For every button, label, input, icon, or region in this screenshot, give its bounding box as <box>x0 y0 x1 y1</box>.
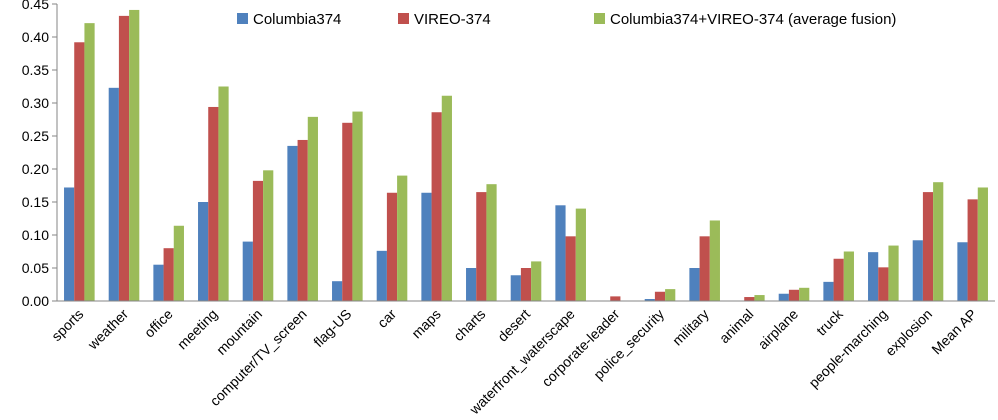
bar-columbia374-vireo-374-average-fusion--sports <box>84 23 95 301</box>
x-tick-label: weather <box>84 306 131 353</box>
bar-columbia374-vireo-374-average-fusion--military <box>709 220 720 301</box>
x-tick-label: people-marching <box>805 306 890 391</box>
bar-vireo-374-corporate-leader <box>610 296 621 301</box>
x-tick-label: car <box>374 306 399 331</box>
bar-columbia374-military <box>689 268 700 301</box>
bar-columbia374-mean-ap <box>957 242 968 301</box>
bar-columbia374-vireo-374-average-fusion--maps <box>441 95 452 302</box>
bar-columbia374-vireo-374-average-fusion--office <box>173 225 184 301</box>
x-tick-label: office <box>141 306 176 341</box>
bar-vireo-374-meeting <box>208 106 219 302</box>
y-tick-label: 0.35 <box>22 62 49 78</box>
y-tick-label: 0.10 <box>22 227 49 243</box>
y-tick-label: 0.40 <box>22 29 49 45</box>
y-axis: 0.00 0.05 0.10 0.15 0.20 0.25 0.30 0.35 0.40 0.45 <box>22 0 58 309</box>
bar-columbia374-flag-us <box>332 281 343 301</box>
bar-vireo-374-sports <box>74 42 85 301</box>
x-tick-label: Mean AP <box>928 306 979 357</box>
legend-label: VIREO-374 <box>414 11 491 28</box>
bar-columbia374-explosion <box>912 240 923 301</box>
bar-columbia374-weather <box>108 87 119 301</box>
y-tick-label: 0.20 <box>22 161 49 177</box>
x-tick-label: maps <box>408 306 444 342</box>
bar-vireo-374-airplane <box>788 289 800 301</box>
bar-columbia374-vireo-374-average-fusion--car <box>397 175 408 301</box>
bar-vireo-374-mountain <box>252 180 264 301</box>
x-tick-label: military <box>669 306 712 349</box>
y-tick-label: 0.15 <box>22 194 49 210</box>
x-tick-label: flag-US <box>310 306 354 350</box>
bar-columbia374-vireo-374-average-fusion--police-security <box>665 289 676 301</box>
bar-vireo-374-explosion <box>922 192 934 301</box>
bar-columbia374-vireo-374-average-fusion--desert <box>531 261 542 301</box>
legend-label: Columbia374+VIREO-374 (average fusion) <box>610 11 896 28</box>
bar-vireo-374-truck <box>833 258 844 301</box>
bar-vireo-374-flag-us <box>342 122 353 301</box>
bar-vireo-374-weather <box>118 15 130 301</box>
bar-vireo-374-desert <box>520 268 532 301</box>
bar-columbia374-mountain <box>242 241 253 301</box>
bar-vireo-374-charts <box>476 192 487 301</box>
legend-swatch <box>398 13 409 24</box>
bar-columbia374-vireo-374-average-fusion--mean-ap <box>977 187 988 301</box>
x-tick-label: charts <box>450 306 488 344</box>
bar-columbia374-meeting <box>198 202 209 301</box>
y-tick-label: 0.45 <box>22 0 49 12</box>
bar-vireo-374-military <box>699 236 710 301</box>
bar-columbia374-maps <box>421 192 432 301</box>
bar-columbia374-vireo-374-average-fusion--weather <box>129 9 140 301</box>
x-tick-label: airplane <box>755 306 802 353</box>
bar-columbia374-vireo-374-average-fusion--mountain <box>263 170 274 301</box>
legend-swatch <box>237 13 248 24</box>
bar-columbia374-vireo-374-average-fusion--charts <box>486 184 497 301</box>
bar-vireo-374-waterfront-waterscape <box>565 236 576 301</box>
bar-vireo-374-maps <box>431 112 442 302</box>
bar-columbia374-vireo-374-average-fusion--waterfront-waterscape <box>575 208 586 301</box>
bar-columbia374-waterfront-waterscape <box>555 205 566 301</box>
bar-columbia374-vireo-374-average-fusion--truck <box>843 251 854 301</box>
legend-label: Columbia374 <box>253 11 341 28</box>
y-tick-label: 0.00 <box>22 293 49 309</box>
bar-columbia374-vireo-374-average-fusion--meeting <box>218 86 229 301</box>
x-tick-label: desert <box>494 306 533 345</box>
bar-columbia374-vireo-374-average-fusion--airplane <box>799 287 810 301</box>
bar-vireo-374-police-security <box>654 291 666 301</box>
bar-vireo-374-animal <box>744 297 755 301</box>
bar-columbia374-sports <box>64 187 75 301</box>
bar-columbia374-police-security <box>644 299 655 301</box>
bar-columbia374-vireo-374-average-fusion--computer-tv-screen <box>307 116 318 301</box>
bar-vireo-374-mean-ap <box>967 199 978 301</box>
y-tick-label: 0.30 <box>22 95 49 111</box>
x-tick-label: sports <box>48 306 86 344</box>
y-tick-label: 0.25 <box>22 128 49 144</box>
bar-columbia374-airplane <box>778 293 789 301</box>
bars <box>64 9 988 302</box>
bar-columbia374-vireo-374-average-fusion--explosion <box>933 182 944 301</box>
x-tick-label: truck <box>813 305 846 338</box>
bar-columbia374-vireo-374-average-fusion--flag-us <box>352 111 363 301</box>
legend: Columbia374 VIREO-374 Columbia374+VIREO-37… <box>237 11 896 28</box>
x-tick-label: explosion <box>882 306 935 359</box>
x-tick-label: corporate-leader <box>538 306 622 390</box>
legend-swatch <box>594 13 605 24</box>
y-tick-label: 0.05 <box>22 260 49 276</box>
bar-columbia374-desert <box>510 275 521 301</box>
bar-columbia374-office <box>153 264 164 301</box>
bar-columbia374-truck <box>823 281 834 301</box>
bar-columbia374-computer-tv-screen <box>287 145 298 301</box>
bar-columbia374-charts <box>466 268 477 301</box>
bar-columbia374-vireo-374-average-fusion--people-marching <box>888 245 899 301</box>
x-tick-label: animal <box>716 306 756 346</box>
bar-columbia374-car <box>376 250 387 301</box>
bar-vireo-374-people-marching <box>878 267 889 301</box>
bar-vireo-374-office <box>163 248 174 301</box>
bar-columbia374-vireo-374-average-fusion--animal <box>754 295 765 301</box>
bar-columbia374-people-marching <box>868 252 879 301</box>
bar-vireo-374-car <box>386 192 398 301</box>
bar-vireo-374-computer-tv-screen <box>297 139 308 301</box>
